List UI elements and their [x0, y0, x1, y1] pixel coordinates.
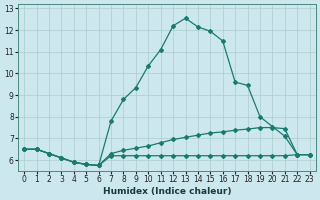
X-axis label: Humidex (Indice chaleur): Humidex (Indice chaleur)	[103, 187, 231, 196]
